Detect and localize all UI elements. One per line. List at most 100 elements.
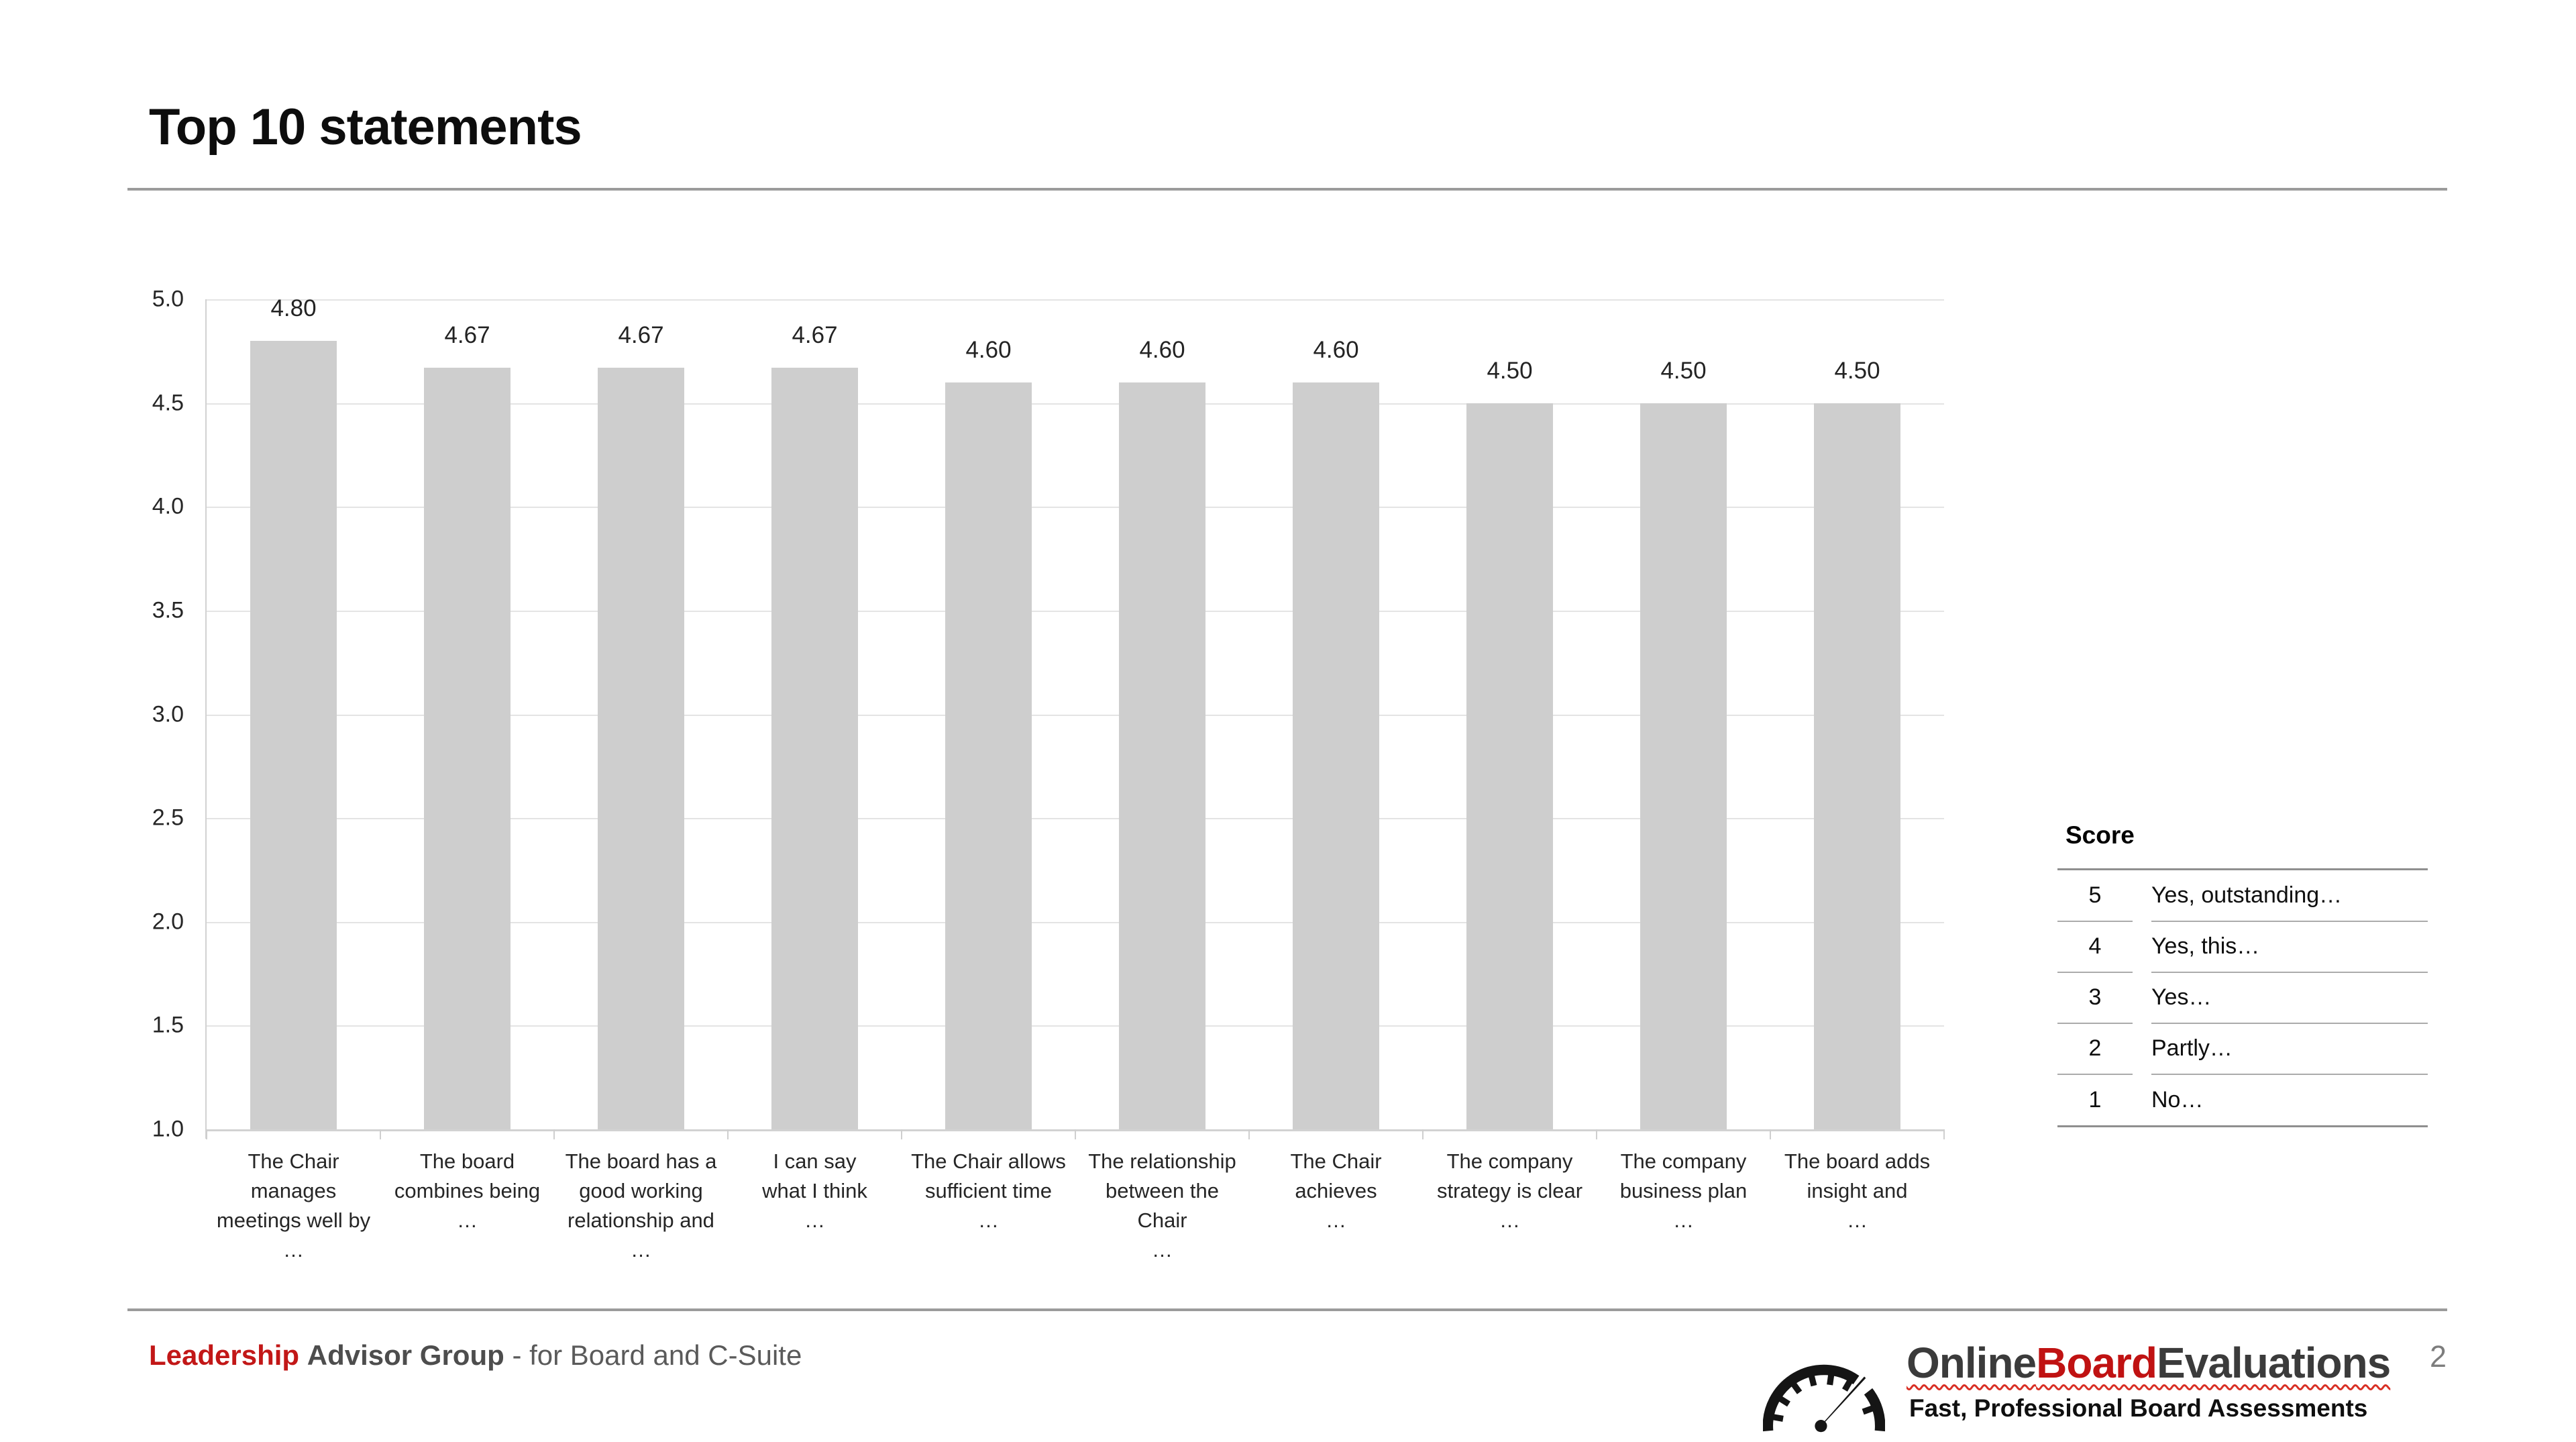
bar [1292, 382, 1380, 1129]
category-label: The relationship between the Chair … [1088, 1149, 1236, 1262]
score-label: No… [2151, 1086, 2204, 1113]
bar [1813, 403, 1901, 1129]
x-axis-tick [1422, 1129, 1424, 1139]
bar-value-label: 4.67 [792, 322, 838, 349]
y-axis-tick-label: 4.5 [152, 390, 184, 416]
footer-brand: Leadership Advisor Group - for Board and… [149, 1339, 802, 1372]
logo-online: Online [1907, 1339, 2037, 1387]
page-title: Top 10 statements [149, 99, 582, 156]
title-divider [127, 188, 2447, 191]
bar-value-label: 4.50 [1487, 357, 1533, 384]
y-axis-tick-label: 5.0 [152, 286, 184, 312]
x-axis-tick [553, 1129, 555, 1139]
score-value: 2 [2057, 1023, 2133, 1075]
gridline [207, 818, 1944, 820]
brand-name-leadership: Leadership [149, 1339, 300, 1371]
bar-value-label: 4.60 [1139, 336, 1185, 363]
score-row: 2 Partly… [2057, 1023, 2428, 1075]
x-axis-tick [1075, 1129, 1076, 1139]
bar [1118, 382, 1206, 1129]
bar [1466, 403, 1554, 1129]
x-axis-tick [727, 1129, 729, 1139]
bars: 4.80 4.67 4.67 4.67 4.60 4.60 4.60 4.50 … [207, 295, 1944, 1129]
bar-slot: 4.67 [380, 299, 554, 1129]
bar [771, 368, 859, 1129]
score-row: 1 No… [2057, 1074, 2428, 1125]
bar-slot: 4.50 [1597, 299, 1770, 1129]
bar-slot: 4.50 [1423, 299, 1597, 1129]
x-axis-tick [206, 1129, 207, 1139]
bar [945, 382, 1032, 1129]
gridline [207, 403, 1944, 405]
score-label: Partly… [2151, 1023, 2428, 1075]
gridline [207, 1025, 1944, 1027]
category-label: The company strategy is clear … [1436, 1149, 1583, 1233]
bar-value-label: 4.80 [270, 295, 317, 321]
category-label: The company business plan … [1619, 1149, 1748, 1233]
y-axis-tick-label: 1.5 [152, 1012, 184, 1038]
x-axis-tick [1596, 1129, 1597, 1139]
score-value: 1 [2088, 1086, 2102, 1113]
score-value: 5 [2057, 870, 2133, 922]
gridline [207, 714, 1944, 716]
bar-slot: 4.60 [902, 299, 1075, 1129]
y-axis-tick-label: 3.0 [152, 701, 184, 727]
bar-slot: 4.67 [728, 299, 902, 1129]
bar-slot: 4.60 [1075, 299, 1249, 1129]
x-axis-labels: The Chair manages meetings well by … The … [207, 1147, 1944, 1265]
gauge-icon [1763, 1364, 1885, 1433]
gridline [207, 299, 1944, 301]
bar-slot: 4.60 [1249, 299, 1423, 1129]
gridline [207, 921, 1944, 923]
logo-tagline: Fast, Professional Board Assessments [1909, 1394, 2368, 1422]
score-legend: Score 5 Yes, outstanding… 4 Yes, this… 3… [2057, 821, 2428, 1127]
score-label: Yes, outstanding… [2151, 870, 2428, 922]
bar [1640, 403, 1727, 1129]
bar-chart: 5.0 4.5 4.0 3.5 3.0 2.5 2.0 1.5 1.0 4.80 4.67 4.… [152, 287, 1945, 1261]
x-axis-tick [1943, 1129, 1945, 1139]
logo-evaluations: Evaluations [2157, 1339, 2391, 1387]
bar [597, 368, 685, 1129]
score-label: Yes… [2151, 972, 2428, 1024]
y-axis-tick-label: 3.5 [152, 597, 184, 623]
logo-wordmark: OnlineBoardEvaluations [1907, 1338, 2391, 1388]
bar-value-label: 4.67 [444, 322, 490, 349]
bar [250, 340, 337, 1129]
bar-value-label: 4.60 [965, 336, 1012, 363]
bar-slot: 4.50 [1770, 299, 1944, 1129]
logo-board: Board [2036, 1339, 2157, 1387]
score-value: 4 [2057, 921, 2133, 973]
bar-value-label: 4.67 [618, 322, 664, 349]
score-row: 5 Yes, outstanding… [2057, 870, 2428, 922]
score-label: Yes, this… [2151, 921, 2428, 973]
x-axis-tick [901, 1129, 902, 1139]
brand-name-advisor-group: Advisor Group [307, 1339, 504, 1371]
category-label: I can say what I think … [762, 1149, 867, 1233]
bar-slot: 4.67 [554, 299, 728, 1129]
category-label: The Chair achieves … [1290, 1149, 1382, 1233]
score-legend-title: Score [2065, 821, 2135, 849]
gridline [207, 610, 1944, 612]
score-row: 3 Yes… [2057, 972, 2428, 1024]
category-label: The board has a good working relationshi… [565, 1149, 717, 1262]
page-number: 2 [2430, 1339, 2447, 1374]
x-axis-tick [380, 1129, 381, 1139]
category-label: The board combines being … [394, 1149, 541, 1233]
y-axis-tick-label: 2.0 [152, 909, 184, 935]
y-axis-line [205, 299, 207, 1139]
score-legend-table: 5 Yes, outstanding… 4 Yes, this… 3 Yes… … [2057, 868, 2428, 1127]
score-row: 4 Yes, this… [2057, 921, 2428, 973]
bar-value-label: 4.60 [1313, 336, 1359, 363]
footer-divider [127, 1308, 2447, 1311]
category-label: The Chair allows sufficient time … [911, 1149, 1066, 1233]
x-axis-tick [1770, 1129, 1771, 1139]
category-label: The Chair manages meetings well by … [216, 1149, 371, 1262]
bar-value-label: 4.50 [1660, 357, 1707, 384]
brand-subtitle: - for Board and C-Suite [512, 1339, 802, 1371]
gridline [207, 507, 1944, 509]
bar-slot: 4.80 [207, 295, 380, 1129]
x-axis-tick [1248, 1129, 1250, 1139]
category-label: The board adds insight and … [1784, 1149, 1931, 1233]
bar-value-label: 4.50 [1834, 357, 1880, 384]
